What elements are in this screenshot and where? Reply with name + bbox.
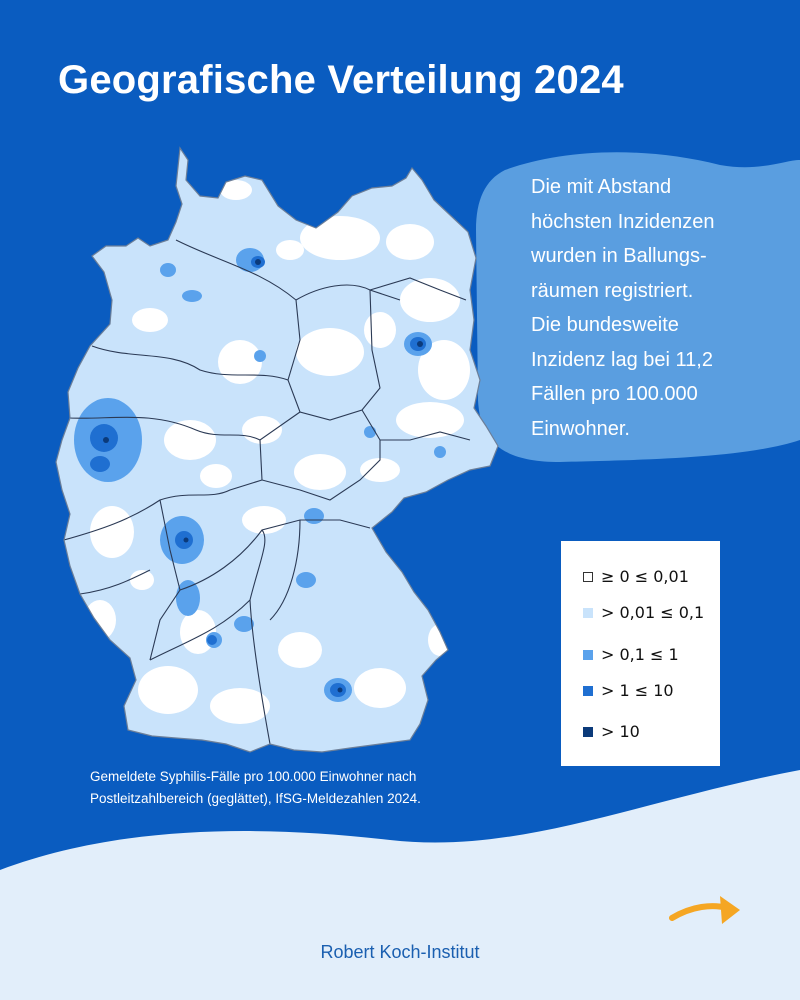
legend-swatch <box>583 685 593 696</box>
info-line: räumen registriert. <box>531 279 694 302</box>
legend-label: > 10 <box>601 722 640 741</box>
page-title: Geografische Verteilung 2024 <box>58 58 624 102</box>
legend-item: > 0,01 ≤ 0,1 <box>583 603 704 622</box>
legend-label: ≥ 0 ≤ 0,01 <box>601 567 689 586</box>
legend-swatch <box>583 726 593 737</box>
info-line: Die mit Abstand <box>531 176 672 198</box>
info-line: Fällen pro 100.000 <box>531 383 698 405</box>
info-line: höchsten Inzidenzen <box>531 210 715 233</box>
legend-label: > 0,01 ≤ 0,1 <box>601 603 705 622</box>
legend-item: ≥ 0 ≤ 0,01 <box>583 567 689 586</box>
info-line: Einwohner. <box>531 417 630 440</box>
map-regions <box>56 148 498 752</box>
info-line: Die bundesweite <box>531 314 679 336</box>
caption-line: Postleitzahlbereich (geglättet), IfSG-Me… <box>90 791 421 806</box>
info-line: wurden in Ballungs- <box>531 245 707 267</box>
legend-label: > 1 ≤ 10 <box>601 681 674 700</box>
legend-item: > 1 ≤ 10 <box>583 681 674 700</box>
regions-highest <box>103 259 423 693</box>
map-legend: ≥ 0 ≤ 0,01 > 0,01 ≤ 0,1 > 0,1 ≤ 1 > 1 ≤ … <box>561 541 720 766</box>
regions-lowest <box>84 180 470 724</box>
info-line: Inzidenz lag bei 11,2 <box>531 348 713 371</box>
legend-item: > 0,1 ≤ 1 <box>583 645 679 664</box>
caption-line: Gemeldete Syphilis-Fälle pro 100.000 Ein… <box>90 769 417 784</box>
map-caption: Gemeldete Syphilis-Fälle pro 100.000 Ein… <box>90 766 421 810</box>
legend-swatch <box>583 649 593 660</box>
legend-label: > 0,1 ≤ 1 <box>601 645 679 664</box>
legend-item: > 10 <box>583 722 640 741</box>
info-text: Die mit Abstand höchsten Inzidenzen wurd… <box>531 170 771 446</box>
footer-brand: Robert Koch-Institut <box>320 942 480 962</box>
legend-swatch <box>583 607 593 618</box>
legend-swatch <box>583 571 593 582</box>
next-arrow-icon[interactable] <box>668 890 746 934</box>
state-borders <box>63 239 471 745</box>
